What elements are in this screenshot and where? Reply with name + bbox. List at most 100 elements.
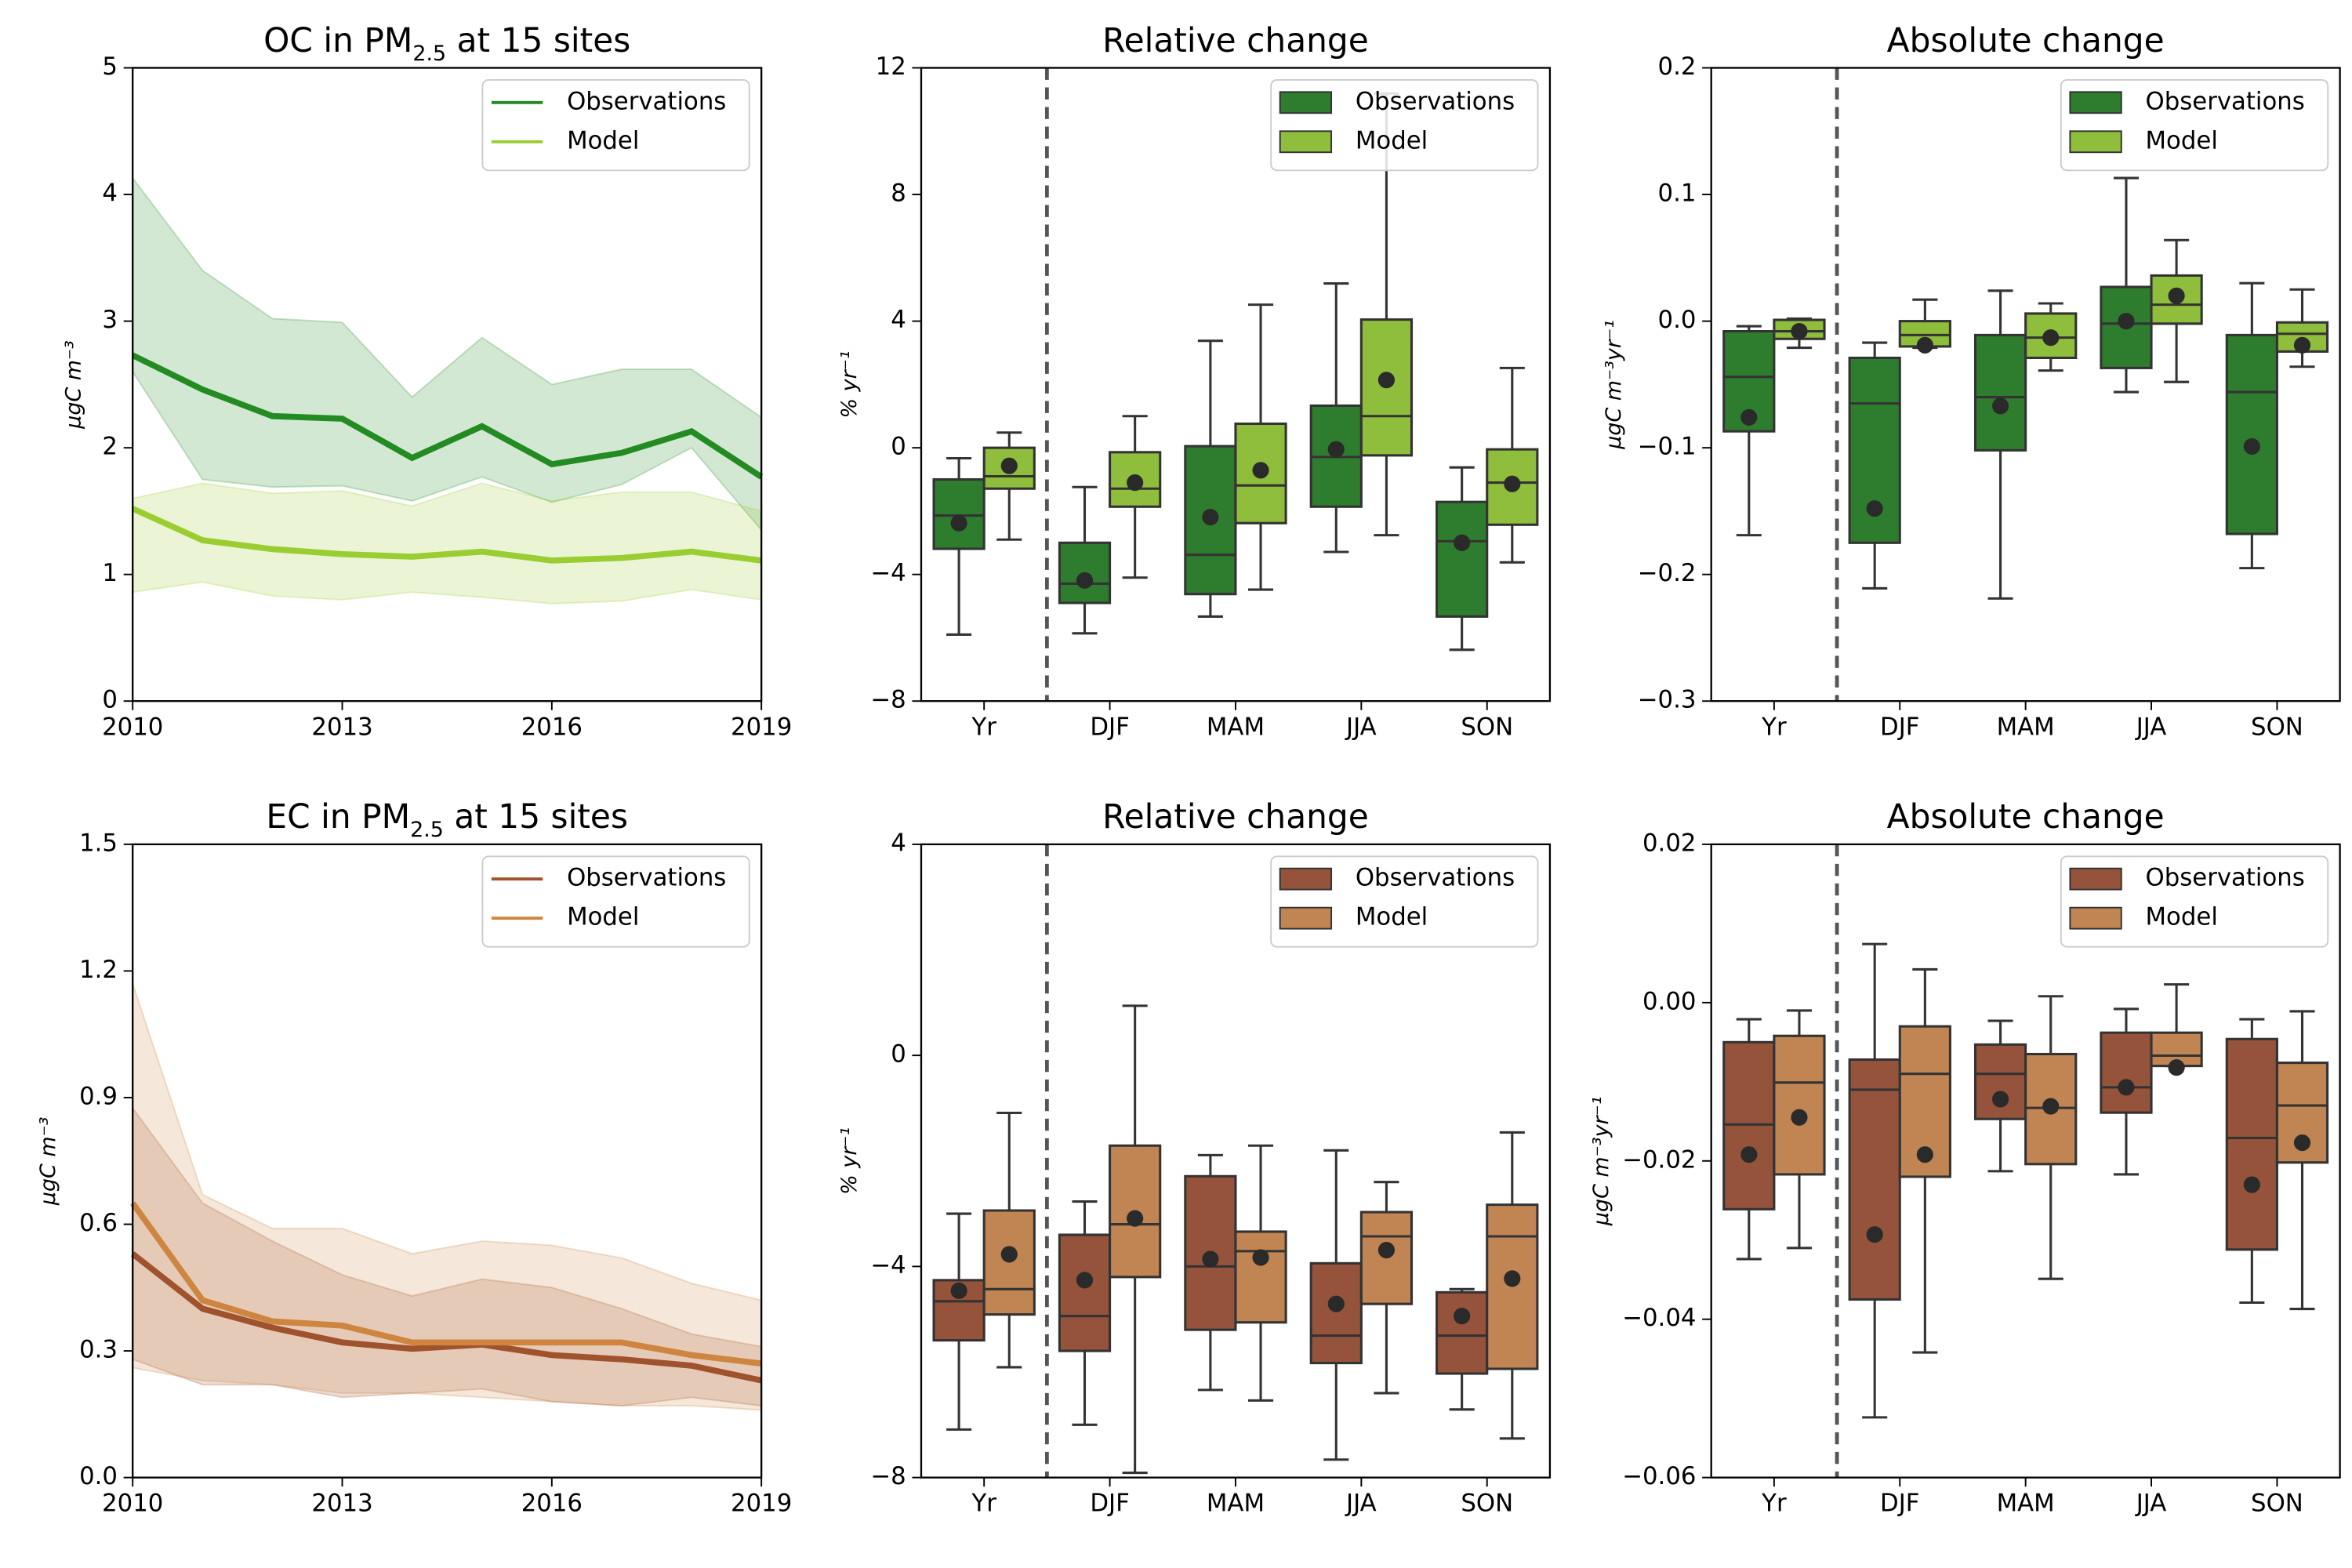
- box: [1722, 330, 1776, 433]
- y-tick-label: −0.2: [1638, 559, 1697, 587]
- panel-title: EC in PM2.5 at 15 sites: [266, 797, 628, 843]
- mean: [2243, 437, 2260, 456]
- panel: Relative change −8 −4 0 4 8 12 % yr⁻¹ Yr DJF MAM JJ…: [837, 20, 1552, 741]
- legend-label: Model: [1356, 126, 1428, 154]
- x-tick-label: JJA: [2135, 1490, 2167, 1518]
- mean: [1252, 462, 1269, 479]
- mean: [2118, 1079, 2135, 1096]
- title-part: 2.5: [412, 42, 446, 66]
- x-tick-label: DJF: [1090, 1490, 1129, 1518]
- mean: [1202, 1250, 1219, 1268]
- mean: [1377, 1241, 1395, 1259]
- y-tick-label: 0.00: [1642, 987, 1696, 1015]
- mean: [1740, 408, 1758, 426]
- axes-frame: [920, 843, 1552, 1479]
- y-tick-label: 0.3: [79, 1336, 118, 1364]
- legend-swatch: [1279, 906, 1333, 930]
- legend-swatch: [1279, 130, 1333, 154]
- band: [132, 176, 763, 532]
- y-tick-label: 4: [891, 829, 906, 857]
- title-part: at 15 sites: [444, 797, 628, 836]
- x-tick-label: SON: [1461, 1490, 1513, 1518]
- y-tick-label: −4: [870, 1251, 906, 1279]
- x-tick-label: MAM: [1997, 1490, 2055, 1518]
- axes-frame: [920, 67, 1552, 702]
- legend-swatch: [1279, 867, 1333, 891]
- x-tick-label: 2013: [311, 713, 372, 741]
- legend-label: Model: [2146, 903, 2218, 931]
- panel: OC in PM2.5 at 15 sites 0 1 2 3 4 5 µgC m⁻³ 2010…: [62, 20, 793, 741]
- legend-label: Observations: [1356, 87, 1515, 115]
- mean: [1076, 1272, 1094, 1289]
- mean: [1504, 475, 1521, 492]
- panel-title: Absolute change: [1887, 20, 2165, 59]
- line: [131, 352, 764, 480]
- box: [1234, 1230, 1287, 1324]
- panel: Absolute change −0.06 −0.04 −0.02 0.00 0.02 µg…: [1589, 797, 2341, 1518]
- mean: [1127, 474, 1144, 492]
- legend-frame: [1270, 855, 1539, 948]
- mean: [1504, 1270, 1521, 1287]
- box: [1436, 1290, 1489, 1375]
- mean: [1327, 1295, 1345, 1312]
- box: [2100, 1031, 2153, 1114]
- x-tick-label: 2010: [102, 1490, 163, 1518]
- box: [1436, 500, 1489, 618]
- x-tick-label: 2010: [102, 713, 163, 741]
- panel: Absolute change −0.3 −0.2 −0.1 0.0 0.1 0.2 µgC …: [1602, 20, 2341, 741]
- y-axis-label: µgC m⁻³yr⁻¹: [1602, 320, 1626, 450]
- mean: [1916, 1146, 1933, 1163]
- legend-label: Model: [567, 126, 639, 154]
- x-tick-label: JJA: [1345, 713, 1377, 741]
- x-tick-label: Yr: [1761, 1490, 1787, 1518]
- mean: [2042, 1098, 2060, 1115]
- y-axis-label: % yr⁻¹: [837, 350, 862, 418]
- mean: [1127, 1210, 1144, 1227]
- y-tick-label: 0: [891, 433, 906, 461]
- y-tick-label: 0: [891, 1040, 906, 1069]
- box: [932, 478, 985, 550]
- x-tick-label: MAM: [1997, 713, 2055, 741]
- panel-title: OC in PM2.5 at 15 sites: [263, 20, 630, 66]
- title-part: 2.5: [410, 818, 444, 842]
- x-tick-label: 2019: [731, 713, 792, 741]
- mean: [1327, 441, 1345, 458]
- mean: [1454, 534, 1471, 551]
- title-part: Relative change: [1102, 797, 1369, 836]
- x-tick-label: JJA: [2135, 713, 2167, 741]
- legend-label: Observations: [2146, 87, 2305, 115]
- x-tick-label: SON: [2251, 1490, 2303, 1518]
- legend-frame: [1270, 78, 1539, 172]
- line: [131, 506, 762, 564]
- x-tick-label: Yr: [971, 713, 996, 741]
- legend-label: Observations: [567, 87, 726, 115]
- y-tick-label: −8: [870, 686, 906, 714]
- legend-frame: [481, 78, 750, 172]
- mean: [1866, 500, 1883, 517]
- y-tick-label: −0.1: [1638, 433, 1697, 461]
- x-tick-label: Yr: [971, 1490, 996, 1518]
- x-tick-label: Yr: [1761, 713, 1787, 741]
- x-tick-label: DJF: [1880, 713, 1919, 741]
- mean: [2168, 287, 2185, 304]
- y-axis-label: µgC m⁻³yr⁻¹: [1589, 1096, 1613, 1226]
- legend-label: Observations: [567, 864, 726, 892]
- box: [1898, 320, 1951, 348]
- mean: [1916, 336, 1933, 354]
- legend-label: Observations: [2146, 864, 2305, 892]
- title-part: at 15 sites: [446, 20, 630, 59]
- panel: Relative change −8 −4 0 4 % yr⁻¹ Yr DJF MAM JJA SO…: [837, 797, 1552, 1518]
- mean: [1791, 1109, 1808, 1126]
- y-axis-label: µgC m⁻³: [36, 1116, 60, 1206]
- y-tick-label: 0.1: [1658, 180, 1697, 208]
- x-tick-label: SON: [1461, 713, 1513, 741]
- y-tick-label: 3: [102, 306, 118, 334]
- mean: [2042, 329, 2060, 347]
- mean: [1000, 457, 1018, 474]
- y-tick-label: 0.0: [79, 1462, 118, 1490]
- y-tick-label: 0.0: [1658, 306, 1697, 334]
- y-tick-label: 1: [102, 559, 118, 587]
- mean: [2168, 1059, 2185, 1076]
- legend-label: Model: [1356, 903, 1428, 931]
- title-part: Relative change: [1102, 20, 1369, 59]
